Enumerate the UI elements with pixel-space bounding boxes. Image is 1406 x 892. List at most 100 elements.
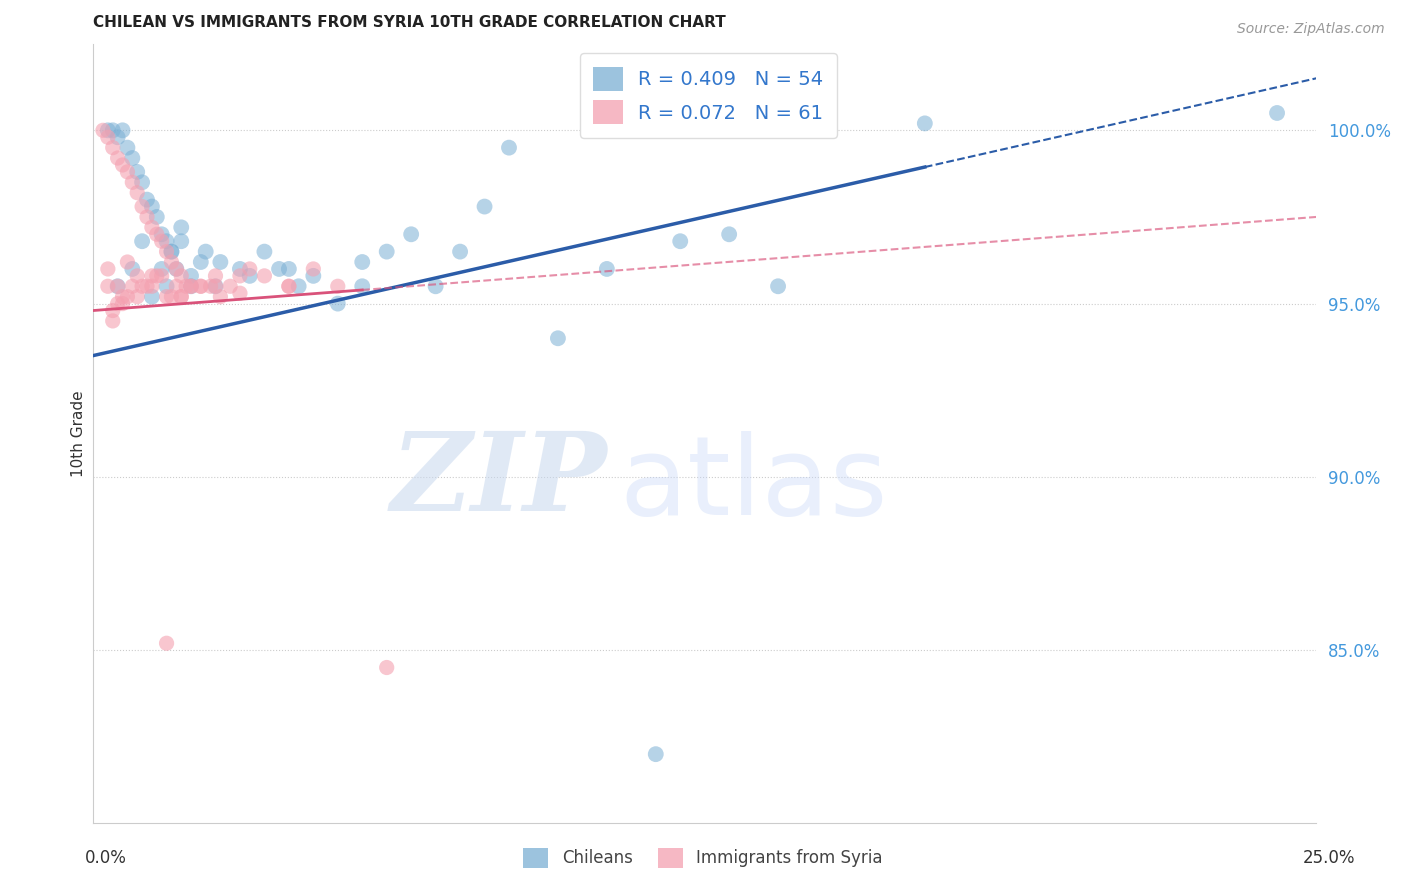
Point	[107, 151, 129, 165]
Point	[101, 314, 124, 328]
Point	[170, 290, 193, 304]
Point	[219, 279, 242, 293]
Point	[267, 262, 290, 277]
Point	[302, 262, 325, 277]
Point	[107, 279, 129, 293]
Point	[170, 220, 193, 235]
Point	[131, 234, 153, 248]
Point	[107, 130, 129, 145]
Point	[352, 279, 374, 293]
Point	[155, 290, 177, 304]
Point	[194, 244, 217, 259]
Point	[165, 262, 187, 277]
Point	[326, 279, 349, 293]
Point	[180, 279, 202, 293]
Point	[547, 331, 569, 345]
Point	[101, 303, 124, 318]
Point	[121, 279, 143, 293]
Point	[117, 165, 139, 179]
Point	[229, 286, 252, 301]
Point	[131, 175, 153, 189]
Point	[111, 123, 134, 137]
Point	[209, 290, 232, 304]
Point	[160, 244, 183, 259]
Point	[277, 279, 299, 293]
Point	[121, 175, 143, 189]
Point	[155, 234, 177, 248]
Point	[449, 244, 471, 259]
Point	[107, 279, 129, 293]
Text: ZIP: ZIP	[391, 426, 607, 534]
Point	[253, 268, 276, 283]
Legend: Chileans, Immigrants from Syria: Chileans, Immigrants from Syria	[517, 841, 889, 875]
Point	[209, 255, 232, 269]
Text: Source: ZipAtlas.com: Source: ZipAtlas.com	[1237, 22, 1385, 37]
Point	[150, 262, 173, 277]
Point	[190, 279, 212, 293]
Point	[97, 262, 120, 277]
Point	[150, 234, 173, 248]
Point	[302, 268, 325, 283]
Point	[766, 279, 789, 293]
Point	[155, 636, 177, 650]
Text: atlas: atlas	[619, 431, 887, 538]
Point	[180, 279, 202, 293]
Point	[155, 279, 177, 293]
Point	[136, 210, 159, 224]
Point	[131, 279, 153, 293]
Point	[160, 290, 183, 304]
Point	[136, 193, 159, 207]
Point	[121, 151, 143, 165]
Point	[170, 268, 193, 283]
Point	[498, 141, 520, 155]
Y-axis label: 10th Grade: 10th Grade	[72, 391, 86, 477]
Point	[127, 268, 149, 283]
Point	[596, 262, 619, 277]
Point	[97, 130, 120, 145]
Text: 0.0%: 0.0%	[84, 849, 127, 867]
Point	[136, 279, 159, 293]
Point	[141, 268, 163, 283]
Point	[375, 660, 398, 674]
Point	[644, 747, 666, 761]
Point	[117, 255, 139, 269]
Point	[131, 200, 153, 214]
Point	[111, 290, 134, 304]
Point	[669, 234, 692, 248]
Point	[165, 262, 187, 277]
Text: 25.0%: 25.0%	[1302, 849, 1355, 867]
Point	[160, 244, 183, 259]
Point	[150, 268, 173, 283]
Point	[718, 227, 741, 242]
Point	[97, 279, 120, 293]
Point	[165, 279, 187, 293]
Point	[170, 290, 193, 304]
Point	[97, 123, 120, 137]
Point	[287, 279, 309, 293]
Point	[117, 290, 139, 304]
Point	[253, 244, 276, 259]
Point	[352, 255, 374, 269]
Point	[204, 279, 226, 293]
Point	[111, 296, 134, 310]
Point	[200, 279, 222, 293]
Text: CHILEAN VS IMMIGRANTS FROM SYRIA 10TH GRADE CORRELATION CHART: CHILEAN VS IMMIGRANTS FROM SYRIA 10TH GR…	[93, 15, 725, 30]
Point	[170, 234, 193, 248]
Point	[146, 268, 169, 283]
Point	[474, 200, 496, 214]
Point	[399, 227, 422, 242]
Point	[127, 290, 149, 304]
Point	[277, 262, 299, 277]
Point	[229, 268, 252, 283]
Legend: R = 0.409   N = 54, R = 0.072   N = 61: R = 0.409 N = 54, R = 0.072 N = 61	[579, 54, 837, 137]
Point	[91, 123, 114, 137]
Point	[117, 141, 139, 155]
Point	[127, 165, 149, 179]
Point	[326, 296, 349, 310]
Point	[146, 210, 169, 224]
Point	[204, 268, 226, 283]
Point	[239, 262, 262, 277]
Point	[277, 279, 299, 293]
Point	[141, 200, 163, 214]
Point	[174, 279, 197, 293]
